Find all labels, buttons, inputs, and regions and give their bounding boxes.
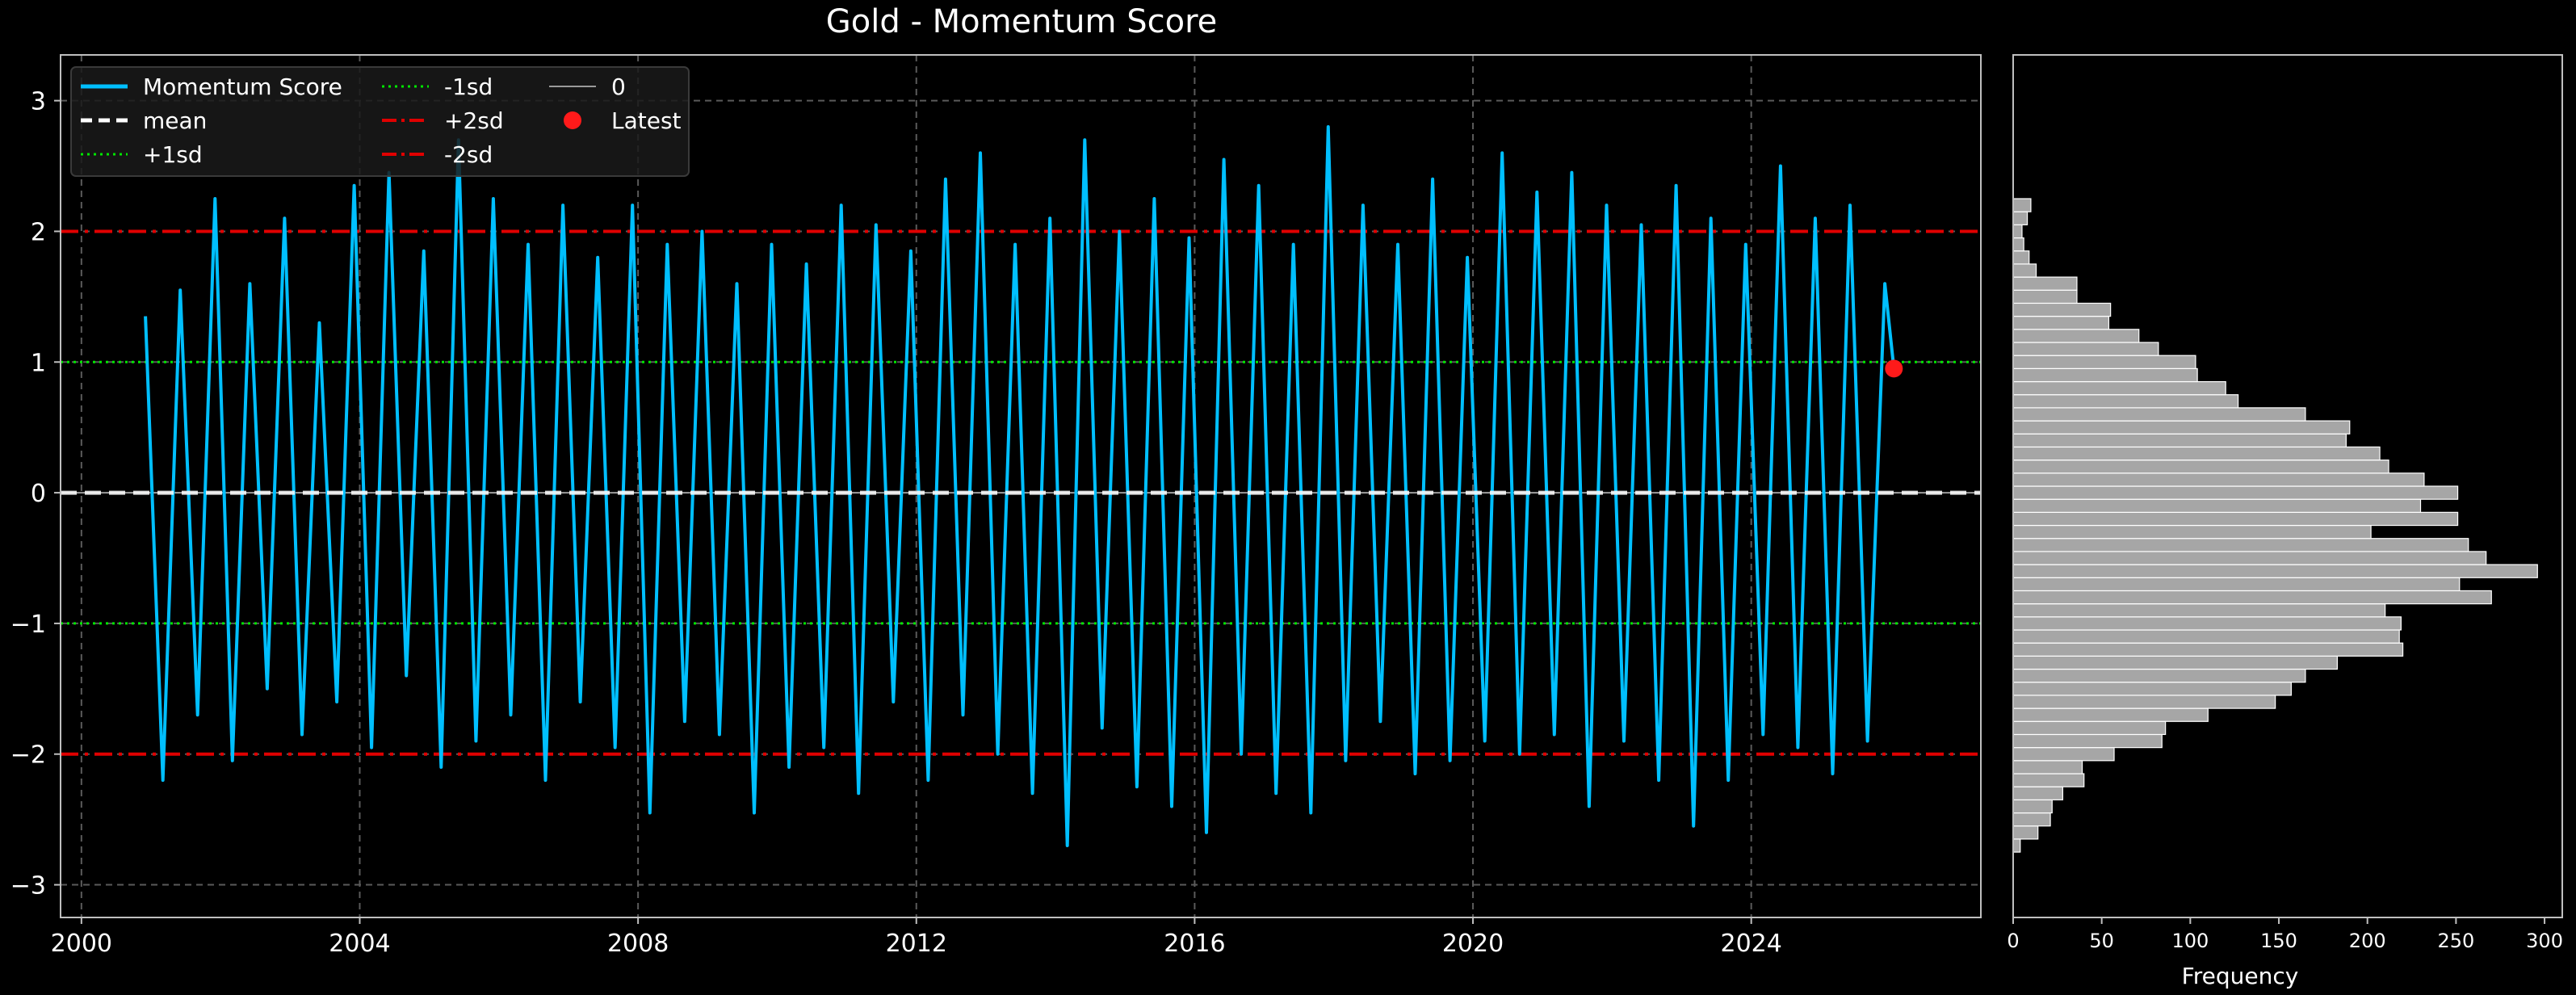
histogram-x-tick-label: 150: [2260, 930, 2297, 952]
x-tick-label: 2020: [1442, 930, 1504, 958]
x-tick-label: 2008: [607, 930, 669, 958]
histogram-bar: [2012, 460, 2389, 474]
y-tick-label: −1: [10, 611, 46, 639]
histogram-bar: [2012, 237, 2024, 252]
histogram-bar: [2012, 302, 2112, 317]
histogram-bar: [2012, 564, 2538, 578]
legend-label: Momentum Score: [143, 73, 342, 100]
histogram-bar: [2012, 733, 2163, 749]
x-tick-label: 2000: [51, 930, 112, 958]
histogram-bar: [2012, 485, 2459, 500]
histogram-bar: [2012, 682, 2292, 696]
y-tick-label: 3: [31, 88, 46, 116]
histogram-x-tick-label: 300: [2526, 930, 2563, 952]
histogram-bar: [2012, 498, 2422, 513]
y-tick-label: −3: [10, 872, 46, 901]
histogram-bar: [2012, 524, 2372, 539]
histogram-bar: [2012, 773, 2085, 787]
histogram-bar: [2012, 655, 2339, 670]
histogram-bar: [2012, 342, 2159, 356]
histogram-bar: [2012, 577, 2461, 592]
y-tick-label: 1: [31, 349, 46, 377]
histogram-bar: [2012, 380, 2226, 396]
histogram-x-tick-label: 50: [2089, 930, 2114, 952]
histogram-bar: [2012, 642, 2404, 657]
histogram-bar: [2012, 551, 2487, 565]
chart-title: Gold - Momentum Score: [826, 3, 1218, 40]
histogram-bar: [2012, 433, 2347, 448]
histogram-bar: [2012, 590, 2492, 605]
legend-label: +2sd: [444, 107, 504, 134]
histogram-frame: [2012, 54, 2563, 918]
histogram-bar: [2012, 668, 2306, 683]
histogram-bar: [2012, 394, 2239, 409]
legend: Momentum Score mean +1sd -1sd +2sd -2sd 0 Lates…: [70, 66, 690, 177]
momentum-score-line: [144, 125, 1896, 847]
y-tick-label: 0: [31, 480, 46, 508]
histogram-bar: [2012, 316, 2110, 330]
histogram-bar: [2012, 276, 2078, 291]
y-tick-label: −2: [10, 741, 46, 770]
histogram-bar: [2012, 407, 2306, 422]
histogram-bar: [2012, 250, 2030, 265]
histogram-bar: [2012, 747, 2115, 762]
legend-label: mean: [143, 107, 207, 134]
histogram-x-axis-label: Frequency: [2182, 963, 2299, 989]
histogram-bar: [2012, 224, 2023, 239]
legend-label: Latest: [611, 107, 682, 134]
x-tick-label: 2012: [886, 930, 947, 958]
histogram-bar: [2012, 760, 2083, 775]
histogram-bar: [2012, 838, 2021, 853]
x-tick-label: 2024: [1720, 930, 1781, 958]
histogram-bar: [2012, 629, 2400, 644]
x-tick-label: 2004: [329, 930, 390, 958]
main-axes: 2000 2004 2008 2012 2016 2020 2024 −3 −2 −1 0 1 2 3: [10, 54, 1982, 958]
histogram-x-tick-label: 250: [2437, 930, 2474, 952]
histogram-x-tick-label: 200: [2349, 930, 2386, 952]
histogram-bar: [2012, 799, 2053, 814]
legend-swatch: [564, 111, 581, 129]
histogram-bar: [2012, 472, 2425, 487]
histogram-x-tick-label: 100: [2171, 930, 2209, 952]
histogram-bar: [2012, 695, 2276, 709]
histogram-bars: [2012, 198, 2538, 853]
histogram-bar: [2012, 786, 2064, 800]
legend-label: -2sd: [444, 141, 493, 168]
legend-box: [70, 66, 690, 177]
histogram-bar: [2012, 263, 2037, 278]
histogram-bar: [2012, 538, 2469, 552]
histogram-bar: [2012, 367, 2198, 383]
histogram-x-tick-label: 0: [2007, 930, 2019, 952]
histogram-bar: [2012, 446, 2381, 461]
histogram-bar: [2012, 355, 2196, 369]
legend-label: +1sd: [143, 141, 203, 168]
momentum-series-group: [61, 125, 1981, 847]
y-tick-label: 2: [31, 218, 46, 246]
histogram-bar: [2012, 707, 2209, 722]
histogram-bar: [2012, 198, 2032, 212]
histogram-bar: [2012, 329, 2140, 343]
histogram-bar: [2012, 511, 2459, 527]
legend-label: 0: [611, 73, 626, 100]
histogram-bar: [2012, 211, 2028, 225]
histogram-bar: [2012, 812, 2051, 827]
histogram-bar: [2012, 289, 2078, 304]
histogram-bar: [2012, 603, 2386, 618]
x-tick-label: 2016: [1164, 930, 1225, 958]
main-plot-frame: [60, 54, 1982, 918]
histogram-bar: [2012, 420, 2351, 435]
histogram-bar: [2012, 720, 2167, 736]
histogram-bar: [2012, 825, 2039, 840]
histogram-axes: 0 50 100 150 200 250 300: [2007, 54, 2563, 952]
legend-label: -1sd: [444, 73, 493, 100]
latest-point: [1885, 359, 1903, 378]
histogram-bar: [2012, 616, 2402, 631]
